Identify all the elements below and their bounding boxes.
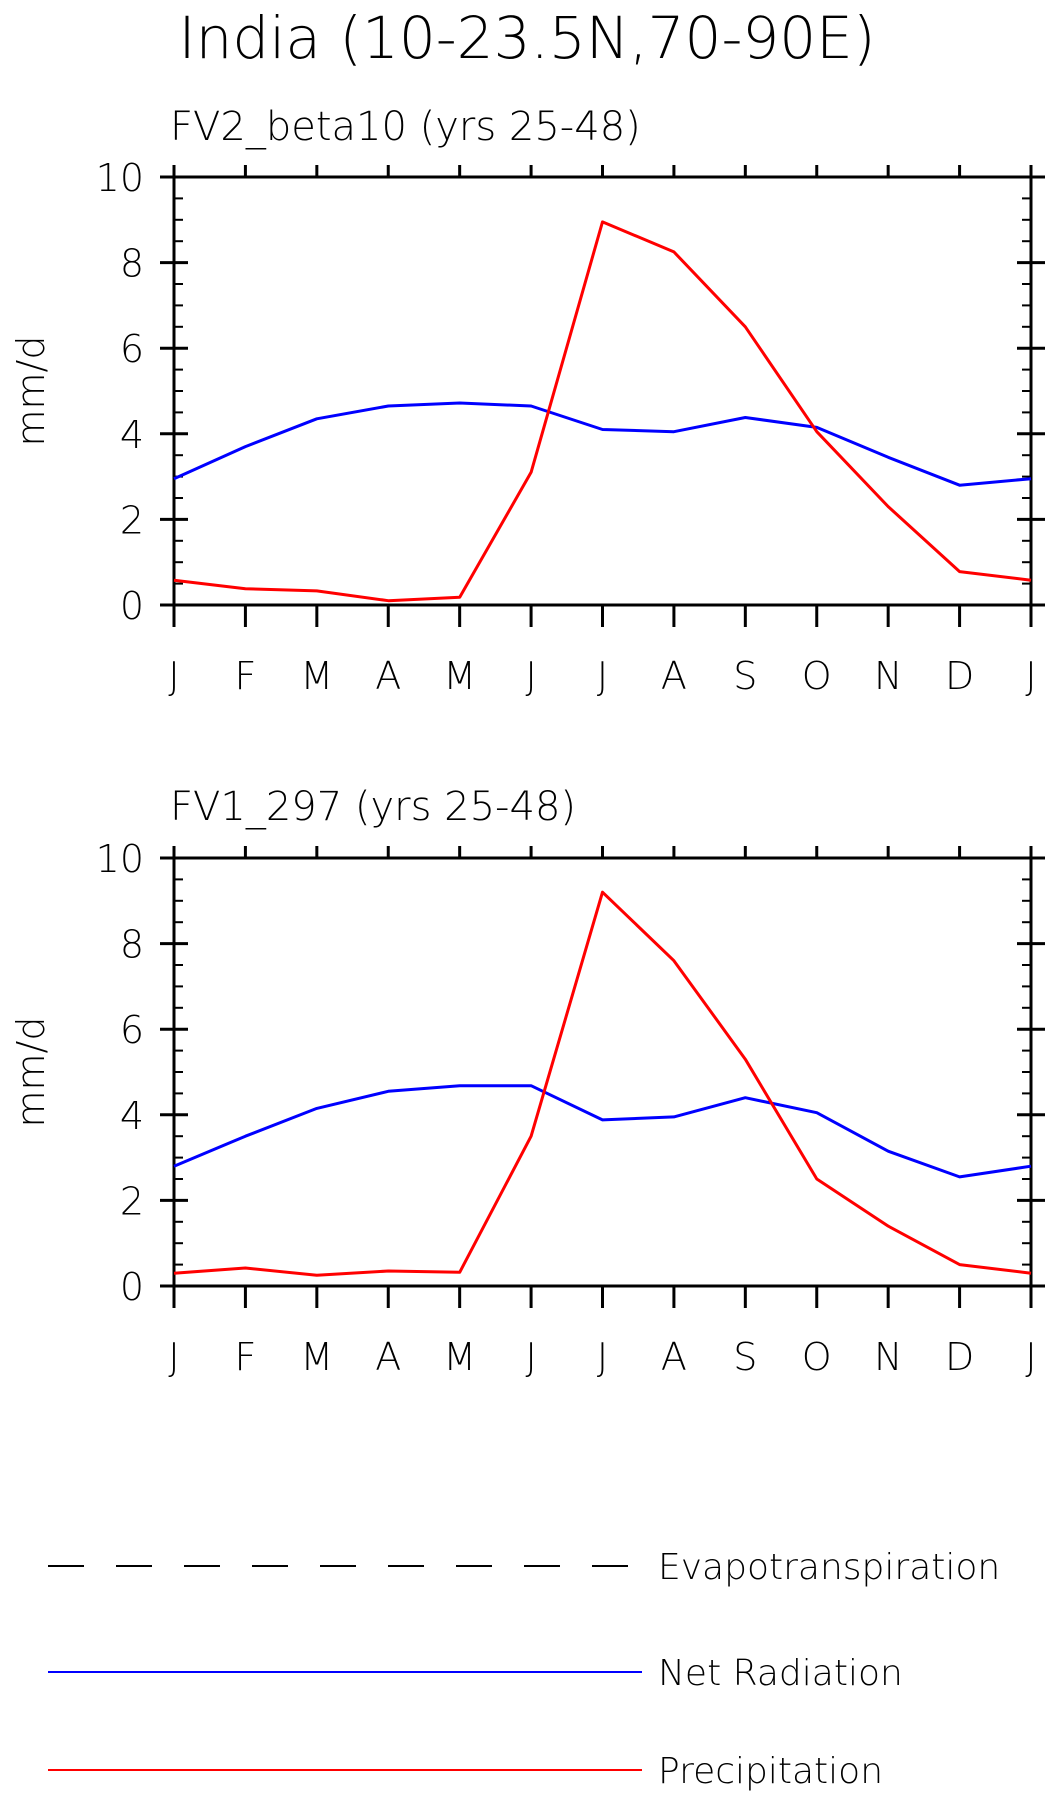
- x-tick-label: M: [443, 1335, 476, 1379]
- x-tick-label: J: [597, 654, 608, 698]
- y-axis-label: mm/d: [9, 336, 53, 447]
- series-line-net-radiation: [173, 401, 1032, 487]
- x-tick-label: A: [661, 1335, 687, 1379]
- y-tick-label: 2: [120, 1179, 144, 1223]
- panels: FV2_beta10 (yrs 25-48)J F M A M J J A S O N D J02468…: [9, 104, 1045, 1379]
- x-tick-label: A: [661, 654, 687, 698]
- y-tick-label: 6: [120, 1008, 144, 1052]
- x-tick-label: O: [802, 654, 832, 698]
- series-line-precipitation: [173, 890, 1032, 1277]
- x-tick-label: J: [168, 654, 179, 698]
- main-title: India (10-23.5N,70-90E): [179, 4, 876, 72]
- y-tick-label: 4: [120, 413, 144, 457]
- x-tick-label: J: [525, 1335, 536, 1379]
- y-tick-label: 8: [120, 923, 144, 967]
- y-tick-label: 10: [96, 837, 144, 881]
- x-tick-label: O: [802, 1335, 832, 1379]
- y-tick-label: 0: [120, 1265, 144, 1309]
- x-tick-label: N: [874, 1335, 902, 1379]
- x-tick-label: A: [375, 654, 401, 698]
- x-tick-label: D: [945, 654, 974, 698]
- panel-title: FV2_beta10 (yrs 25-48): [170, 104, 641, 150]
- x-tick-label: S: [733, 654, 757, 698]
- x-tick-label: N: [874, 654, 902, 698]
- y-tick-label: 10: [96, 156, 144, 200]
- legend-label: Net Radiation: [658, 1653, 903, 1694]
- x-tick-label: F: [234, 1335, 256, 1379]
- x-tick-label: J: [1025, 654, 1036, 698]
- plot-frame: [172, 856, 1033, 1288]
- x-tick-label: M: [300, 1335, 333, 1379]
- y-tick-label: 4: [120, 1094, 144, 1138]
- x-tick-label: J: [525, 654, 536, 698]
- y-axis-label: mm/d: [9, 1017, 53, 1128]
- chart-panel-1: FV2_beta10 (yrs 25-48)J F M A M J J A S O N D J02468…: [9, 104, 1045, 698]
- x-tick-label: M: [443, 654, 476, 698]
- series-line-net-radiation: [173, 1084, 1032, 1179]
- x-tick-label: D: [945, 1335, 974, 1379]
- x-tick-label: M: [300, 654, 333, 698]
- legend-label: Evapotranspiration: [658, 1547, 1000, 1588]
- panel-title: FV1_297 (yrs 25-48): [170, 784, 576, 830]
- x-tick-label: A: [375, 1335, 401, 1379]
- legend: Evapotranspiration Net Radiation Precipita…: [48, 1547, 1000, 1792]
- x-tick-label: S: [733, 1335, 757, 1379]
- series-line-precipitation: [173, 220, 1032, 603]
- y-tick-label: 8: [120, 242, 144, 286]
- x-tick-label: J: [597, 1335, 608, 1379]
- plot-frame: [172, 175, 1033, 607]
- x-tick-label: J: [168, 1335, 179, 1379]
- chart-panel-2: FV1_297 (yrs 25-48)J F M A M J J A S O N D J0246810m…: [9, 784, 1045, 1379]
- y-tick-label: 0: [120, 584, 144, 628]
- y-tick-label: 2: [120, 498, 144, 542]
- legend-label: Precipitation: [658, 1751, 883, 1792]
- x-tick-label: J: [1025, 1335, 1036, 1379]
- y-tick-label: 6: [120, 327, 144, 371]
- x-tick-label: F: [234, 654, 256, 698]
